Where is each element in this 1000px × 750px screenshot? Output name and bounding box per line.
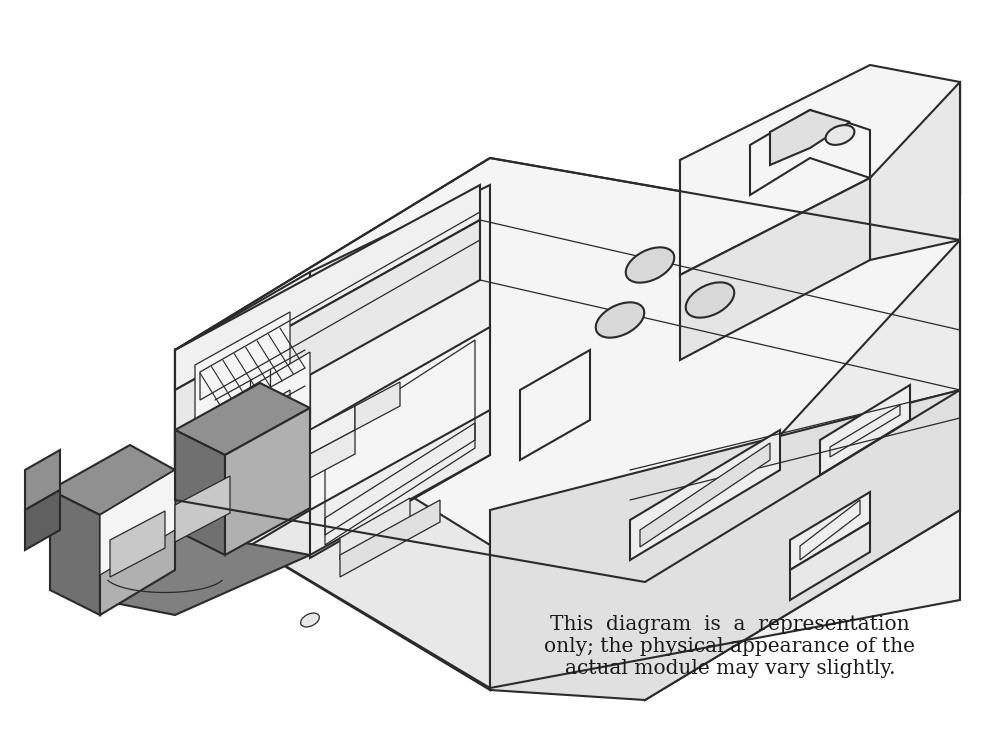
Polygon shape xyxy=(240,486,265,514)
Polygon shape xyxy=(50,530,310,615)
Polygon shape xyxy=(175,430,225,555)
Polygon shape xyxy=(195,312,290,448)
Polygon shape xyxy=(630,430,780,560)
Text: actual module may vary slightly.: actual module may vary slightly. xyxy=(565,659,895,678)
Polygon shape xyxy=(340,500,440,577)
Polygon shape xyxy=(175,500,960,688)
Polygon shape xyxy=(110,511,165,577)
Polygon shape xyxy=(680,65,960,275)
Polygon shape xyxy=(175,158,960,582)
Polygon shape xyxy=(225,408,310,555)
Polygon shape xyxy=(175,220,480,450)
Polygon shape xyxy=(25,490,60,550)
Polygon shape xyxy=(100,470,175,615)
Polygon shape xyxy=(175,375,310,590)
Polygon shape xyxy=(175,383,310,455)
Polygon shape xyxy=(220,390,290,465)
Polygon shape xyxy=(175,476,230,542)
Polygon shape xyxy=(870,82,960,260)
Text: This  diagram  is  a  representation: This diagram is a representation xyxy=(550,615,910,634)
Polygon shape xyxy=(820,385,910,475)
Polygon shape xyxy=(25,450,60,510)
Polygon shape xyxy=(220,425,290,500)
Polygon shape xyxy=(640,443,770,547)
Polygon shape xyxy=(750,110,870,195)
Polygon shape xyxy=(175,350,490,690)
Ellipse shape xyxy=(626,248,674,283)
Polygon shape xyxy=(645,240,960,700)
Polygon shape xyxy=(175,272,310,508)
Polygon shape xyxy=(770,110,850,165)
Polygon shape xyxy=(200,445,250,507)
Polygon shape xyxy=(790,522,870,600)
Polygon shape xyxy=(310,430,355,478)
Ellipse shape xyxy=(686,282,734,318)
Polygon shape xyxy=(185,440,280,529)
Polygon shape xyxy=(340,498,410,560)
Ellipse shape xyxy=(826,125,854,145)
Polygon shape xyxy=(310,410,490,555)
Polygon shape xyxy=(195,352,310,498)
Polygon shape xyxy=(310,406,355,454)
Polygon shape xyxy=(490,390,960,700)
Text: only; the physical appearance of the: only; the physical appearance of the xyxy=(544,637,916,656)
Polygon shape xyxy=(680,178,870,360)
Polygon shape xyxy=(185,406,280,494)
Polygon shape xyxy=(355,382,400,430)
Polygon shape xyxy=(310,327,490,558)
Polygon shape xyxy=(790,492,870,570)
Polygon shape xyxy=(520,350,590,460)
Polygon shape xyxy=(50,445,175,515)
Polygon shape xyxy=(175,185,480,390)
Polygon shape xyxy=(50,490,100,615)
Polygon shape xyxy=(310,185,490,430)
Polygon shape xyxy=(680,82,960,275)
Polygon shape xyxy=(255,423,300,477)
Ellipse shape xyxy=(301,613,319,627)
Polygon shape xyxy=(100,470,175,575)
Ellipse shape xyxy=(596,302,644,338)
